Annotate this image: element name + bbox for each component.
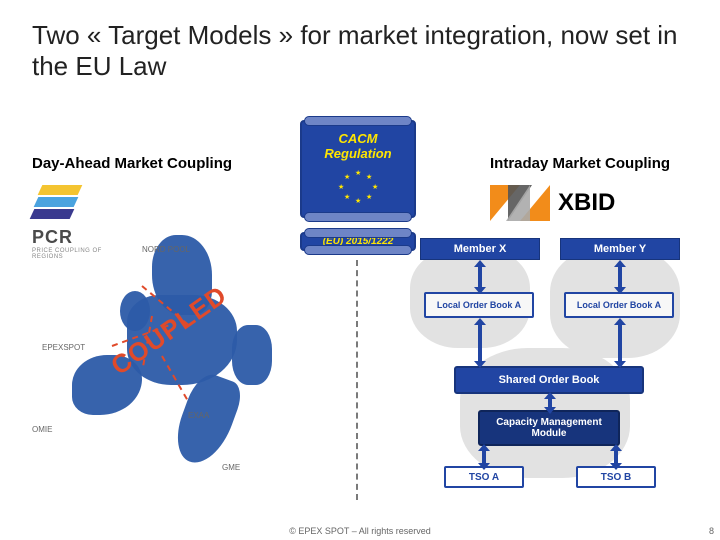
- center-divider: [356, 260, 358, 500]
- xbid-diagram: Member X Member Y Local Order Book A Loc…: [400, 238, 700, 498]
- local-order-book-a: Local Order Book A: [424, 292, 534, 318]
- map-label-omie: OMIE: [32, 425, 52, 434]
- capacity-management-module: Capacity Management Module: [478, 410, 620, 446]
- xbid-text: XBID: [558, 189, 615, 217]
- page-number: 8: [709, 526, 714, 536]
- cacm-line2: Regulation: [308, 147, 408, 162]
- intraday-heading: Intraday Market Coupling: [490, 155, 670, 172]
- shared-order-book: Shared Order Book: [454, 366, 644, 394]
- eu-flag-icon: ★ ★ ★ ★ ★ ★ ★ ★: [330, 170, 386, 206]
- cacm-scroll: CACM Regulation ★ ★ ★ ★ ★ ★ ★ ★: [300, 120, 416, 218]
- member-y-box: Member Y: [560, 238, 680, 260]
- footer-copyright: © EPEX SPOT – All rights reserved: [0, 526, 720, 536]
- day-ahead-heading: Day-Ahead Market Coupling: [32, 155, 232, 172]
- xbid-logo: XBID: [490, 185, 680, 221]
- cacm-line1: CACM: [308, 132, 408, 147]
- europe-map: COUPLED NORD POOL EPEXSPOT OMIE GME EXAA: [32, 235, 332, 485]
- xbid-mark-icon: [490, 185, 552, 221]
- page-title: Two « Target Models » for market integra…: [32, 20, 720, 82]
- map-label-epex: EPEXSPOT: [42, 343, 85, 352]
- member-x-box: Member X: [420, 238, 540, 260]
- map-label-gme: GME: [222, 463, 240, 472]
- local-order-book-b: Local Order Book A: [564, 292, 674, 318]
- map-label-nordpool: NORD POOL: [142, 245, 190, 254]
- map-label-exaa: EXAA: [188, 411, 209, 420]
